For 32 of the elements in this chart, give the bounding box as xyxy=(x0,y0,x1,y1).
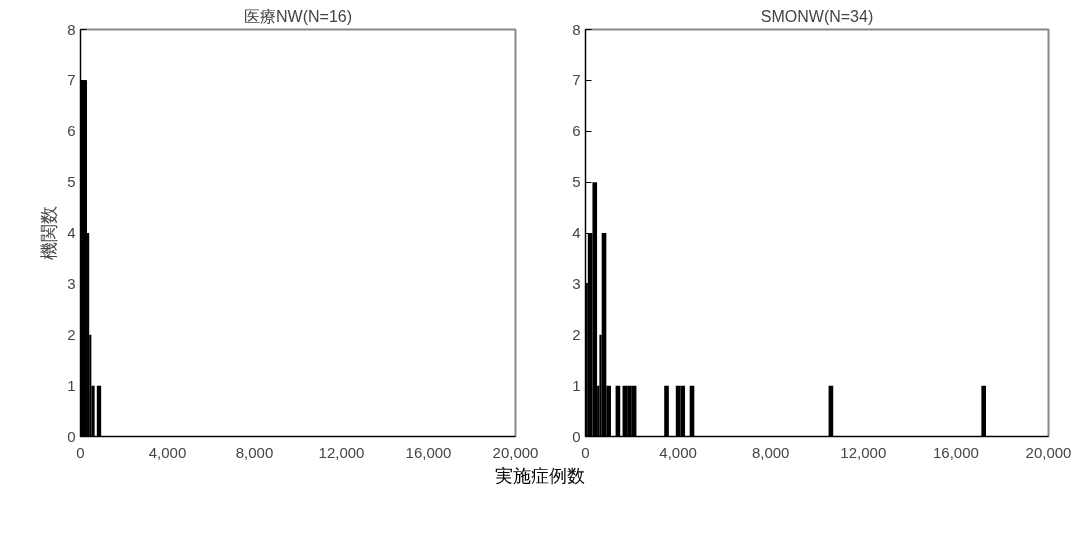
x-tick-label: 8,000 xyxy=(235,443,274,461)
x-tick-label: 16,000 xyxy=(932,443,979,461)
y-tick-label: 4 xyxy=(572,224,581,241)
y-tick-label: 6 xyxy=(67,122,76,140)
y-tick-label: 5 xyxy=(572,173,581,191)
x-tick-label: 4,000 xyxy=(659,443,697,461)
y-tick-label: 7 xyxy=(572,71,581,89)
x-tick-label: 8,000 xyxy=(751,443,790,461)
chart-title: SMONW(N=34) xyxy=(760,7,874,25)
y-tick-label: 4 xyxy=(67,224,76,241)
y-tick-label: 2 xyxy=(572,325,581,343)
y-tick-label: 5 xyxy=(67,173,76,191)
x-axis-title: 実施症例数 xyxy=(494,465,585,486)
y-tick-label: 3 xyxy=(67,274,76,292)
x-tick-label: 4,000 xyxy=(148,443,187,461)
y-tick-label: 1 xyxy=(572,376,581,394)
y-tick-label: 2 xyxy=(67,325,76,343)
y-tick-label: 8 xyxy=(572,20,581,38)
y-tick-label: 8 xyxy=(67,20,76,38)
x-tick-label: 20,000 xyxy=(1025,443,1072,461)
x-tick-label: 16,000 xyxy=(405,443,452,461)
y-tick-label: 1 xyxy=(67,376,76,394)
x-tick-label: 12,000 xyxy=(840,443,887,461)
x-tick-label: 12,000 xyxy=(318,443,365,461)
y-tick-label: 6 xyxy=(572,122,581,140)
y-tick-label: 3 xyxy=(572,274,581,292)
x-tick-label: 20,000 xyxy=(492,443,539,461)
y-tick-label: 0 xyxy=(67,427,76,445)
y-tick-label: 0 xyxy=(572,427,581,445)
chart-title: 医療NW(N=16) xyxy=(244,7,353,25)
y-tick-label: 7 xyxy=(67,71,76,89)
y-axis-title: 機関数 xyxy=(39,206,60,260)
